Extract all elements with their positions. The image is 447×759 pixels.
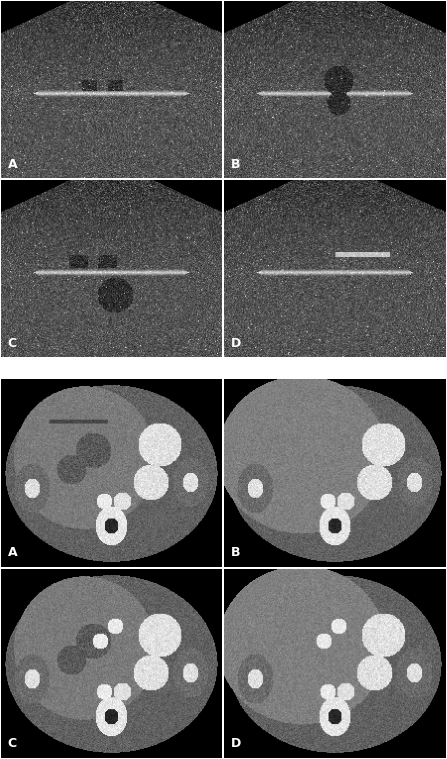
Text: C: C xyxy=(8,738,17,751)
Text: B: B xyxy=(231,546,240,559)
Text: C: C xyxy=(8,337,17,350)
Text: D: D xyxy=(231,738,241,751)
Text: D: D xyxy=(231,337,241,350)
Text: A: A xyxy=(8,546,17,559)
Text: A: A xyxy=(8,158,17,171)
Text: B: B xyxy=(231,158,240,171)
